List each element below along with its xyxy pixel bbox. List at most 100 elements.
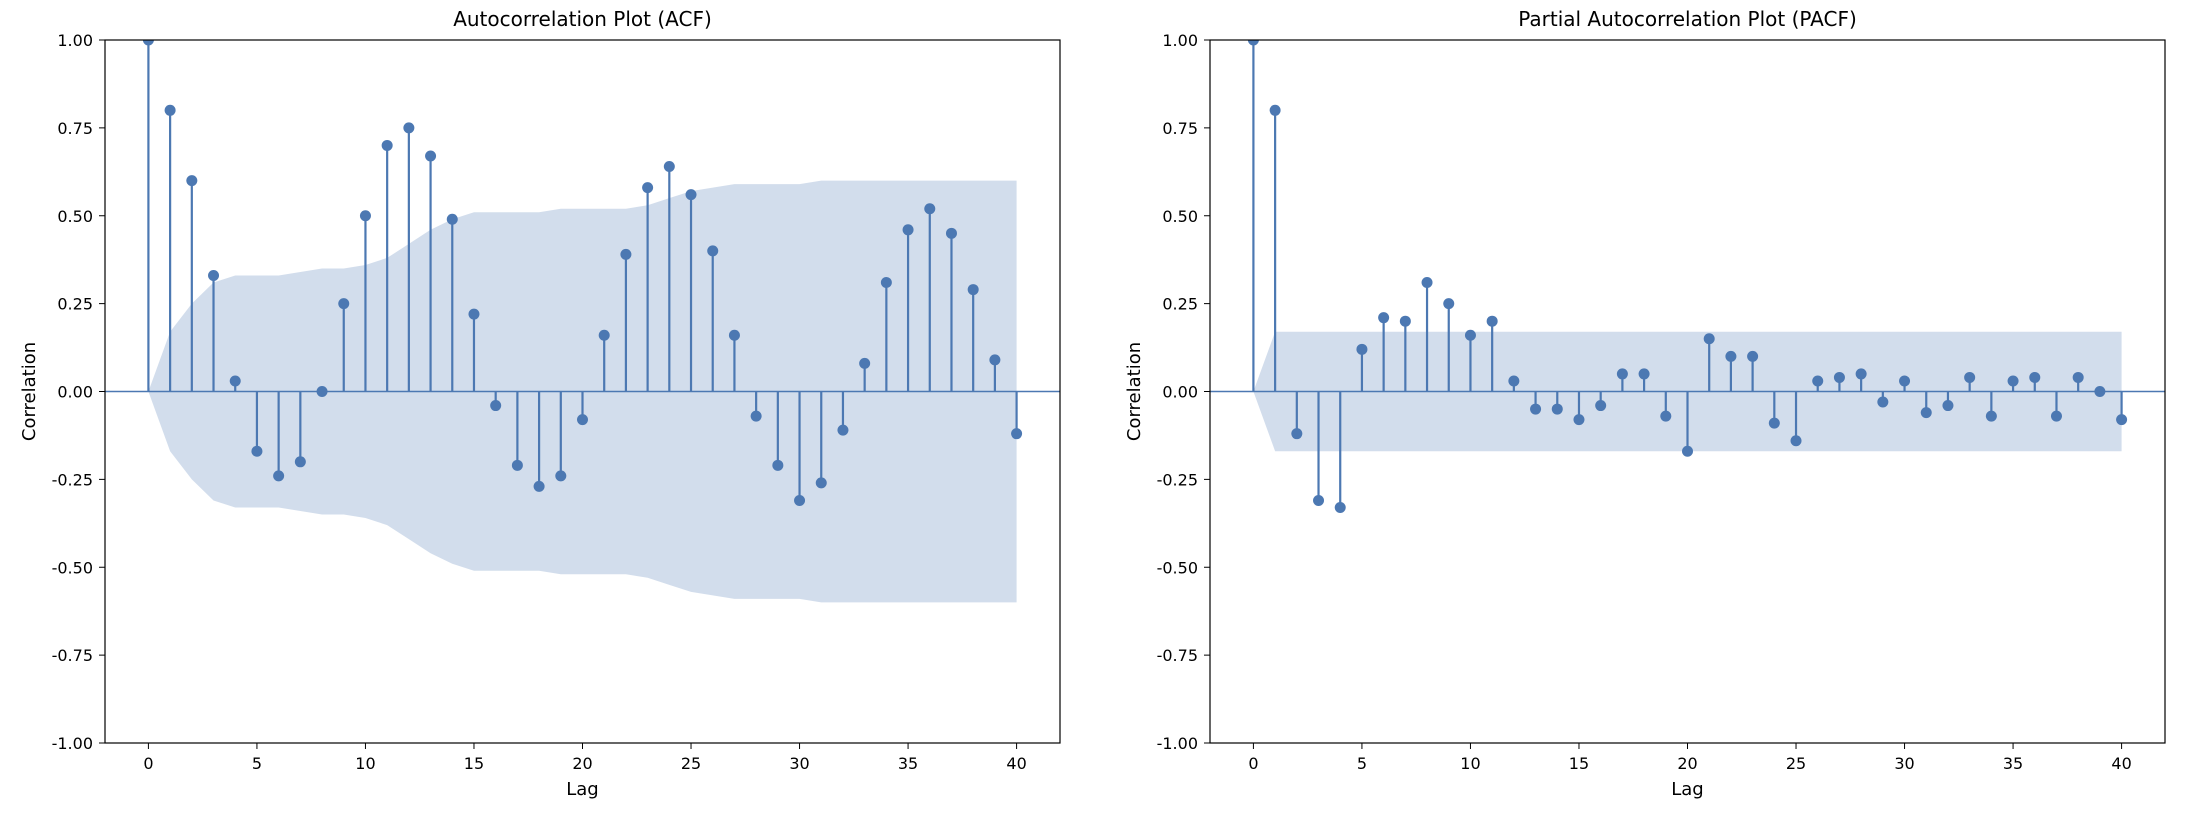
stem-marker [1964,372,1975,383]
x-tick-label: 35 [2003,754,2023,773]
stem-marker [360,210,371,221]
stem-marker [729,330,740,341]
x-tick-label: 25 [681,754,701,773]
y-axis-label: Correlation [19,342,40,441]
stem-marker [317,386,328,397]
stem-marker [468,309,479,320]
stem-marker [1400,316,1411,327]
y-tick-label: 0.50 [1162,207,1198,226]
stem-marker [447,214,458,225]
stem-marker [1487,316,1498,327]
stem-marker [2094,386,2105,397]
x-tick-label: 0 [143,754,153,773]
stem-marker [382,140,393,151]
stem-marker [1899,375,1910,386]
x-tick-label: 15 [1569,754,1589,773]
stem-marker [1291,428,1302,439]
stem-marker [686,189,697,200]
stem-marker [859,358,870,369]
stem-marker [1356,344,1367,355]
stem-marker [1877,397,1888,408]
x-axis-label: Lag [566,779,598,800]
y-tick-label: 0.00 [1162,383,1198,402]
y-tick-label: -0.75 [1157,646,1198,665]
stem-marker [946,228,957,239]
stem-marker [1595,400,1606,411]
stem-marker [425,150,436,161]
y-tick-label: 0.75 [1162,119,1198,138]
acf-title: Autocorrelation Plot (ACF) [453,7,712,31]
stem-marker [1682,446,1693,457]
y-tick-label: -0.50 [1157,558,1198,577]
y-tick-label: 0.25 [1162,295,1198,314]
stem-marker [577,414,588,425]
stem-marker [490,400,501,411]
x-tick-label: 40 [2111,754,2131,773]
stem-marker [968,284,979,295]
x-axis-label: Lag [1671,779,1703,800]
x-tick-label: 15 [464,754,484,773]
stem-marker [2073,372,2084,383]
stem-marker [403,122,414,133]
stem-marker [903,224,914,235]
y-tick-label: 1.00 [57,31,93,50]
stem-marker [555,470,566,481]
x-tick-label: 30 [1894,754,1914,773]
stem-marker [837,425,848,436]
x-tick-label: 35 [898,754,918,773]
acf-svg: 0510152025303540-1.00-0.75-0.50-0.250.00… [10,0,1085,818]
stem-marker [295,456,306,467]
x-tick-label: 0 [1248,754,1258,773]
stem-marker [664,161,675,172]
stem-marker [251,446,262,457]
stem-marker [1942,400,1953,411]
x-tick-label: 25 [1786,754,1806,773]
stem-marker [1335,502,1346,513]
stem-marker [512,460,523,471]
stem-marker [1313,495,1324,506]
stem-marker [230,375,241,386]
stem-marker [1378,312,1389,323]
stem-marker [772,460,783,471]
stem-marker [794,495,805,506]
stem-marker [208,270,219,281]
stem-marker [881,277,892,288]
x-tick-label: 5 [1357,754,1367,773]
stem-marker [273,470,284,481]
stem-marker [816,477,827,488]
y-tick-label: -0.25 [1157,470,1198,489]
acf-panel: 0510152025303540-1.00-0.75-0.50-0.250.00… [10,0,1085,818]
stem-marker [2116,414,2127,425]
stem-marker [1443,298,1454,309]
x-tick-label: 10 [355,754,375,773]
stem-marker [1530,404,1541,415]
stem-marker [707,245,718,256]
stem-marker [1660,411,1671,422]
stem-marker [2029,372,2040,383]
y-tick-label: -0.50 [52,558,93,577]
x-tick-label: 5 [252,754,262,773]
stem-marker [1769,418,1780,429]
y-tick-label: 0.50 [57,207,93,226]
stem-marker [599,330,610,341]
pacf-title: Partial Autocorrelation Plot (PACF) [1518,7,1857,31]
y-tick-label: -0.25 [52,470,93,489]
stem-marker [620,249,631,260]
stem-marker [642,182,653,193]
stem-marker [1986,411,1997,422]
x-tick-label: 40 [1006,754,1026,773]
stem-marker [1011,428,1022,439]
stem-marker [186,175,197,186]
stem-marker [1465,330,1476,341]
x-tick-label: 20 [1677,754,1697,773]
stem-marker [989,354,1000,365]
stem-marker [1834,372,1845,383]
stem-marker [1725,351,1736,362]
stem-marker [924,203,935,214]
pacf-panel: 0510152025303540-1.00-0.75-0.50-0.250.00… [1115,0,2190,818]
stem-marker [1921,407,1932,418]
stem-marker [1422,277,1433,288]
pacf-svg: 0510152025303540-1.00-0.75-0.50-0.250.00… [1115,0,2190,818]
x-tick-label: 20 [572,754,592,773]
y-tick-label: 1.00 [1162,31,1198,50]
